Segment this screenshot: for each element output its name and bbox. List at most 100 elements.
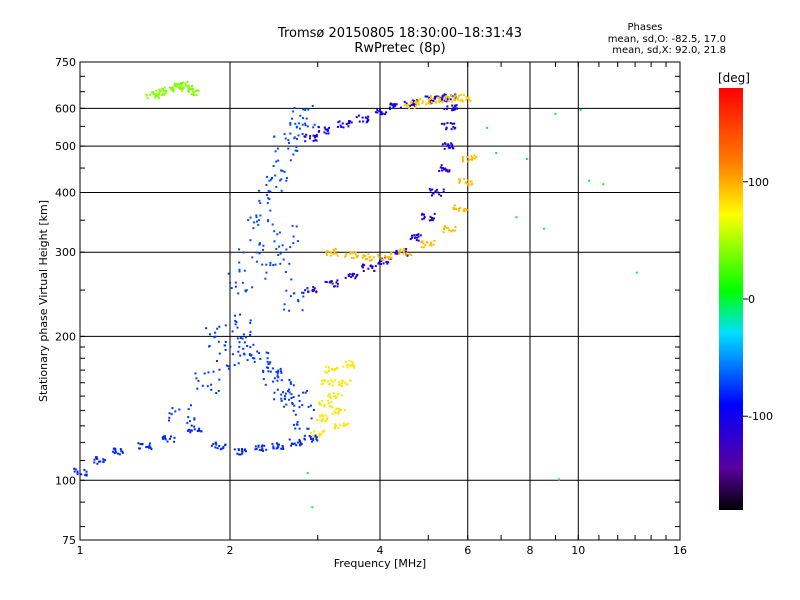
scatter-point bbox=[265, 351, 268, 354]
scatter-point bbox=[458, 178, 460, 181]
scatter-point bbox=[280, 178, 283, 181]
scatter-point bbox=[319, 414, 322, 417]
scatter-point bbox=[291, 442, 293, 445]
scatter-point bbox=[495, 152, 498, 154]
scatter-point bbox=[451, 122, 454, 125]
scatter-point bbox=[416, 99, 419, 101]
scatter-point bbox=[447, 226, 450, 229]
scatter-point bbox=[330, 254, 333, 257]
scatter-point bbox=[423, 213, 425, 216]
scatter-point bbox=[371, 267, 374, 269]
scatter-point bbox=[317, 130, 320, 133]
scatter-point bbox=[420, 246, 423, 249]
scatter-point bbox=[102, 460, 105, 463]
scatter-point bbox=[96, 457, 99, 460]
scatter-point bbox=[405, 248, 408, 250]
scatter-point bbox=[267, 190, 270, 192]
scatter-point bbox=[327, 399, 330, 402]
scatter-point bbox=[304, 289, 307, 292]
scatter-point bbox=[266, 357, 269, 360]
scatter-point bbox=[334, 411, 337, 414]
scatter-point bbox=[327, 394, 330, 396]
scatter-point bbox=[280, 370, 282, 373]
scatter-point bbox=[293, 292, 296, 295]
scatter-point bbox=[457, 98, 459, 101]
scatter-point bbox=[464, 181, 467, 184]
scatter-point bbox=[190, 93, 193, 96]
scatter-point bbox=[157, 97, 160, 99]
scatter-point bbox=[306, 472, 309, 475]
scatter-point bbox=[389, 253, 392, 256]
scatter-point bbox=[452, 109, 455, 111]
scatter-point bbox=[161, 87, 164, 90]
scatter-point bbox=[269, 190, 272, 193]
scatter-point bbox=[295, 423, 298, 426]
scatter-point bbox=[366, 257, 368, 260]
scatter-point bbox=[234, 319, 237, 322]
scatter-point bbox=[326, 129, 329, 132]
scatter-point bbox=[309, 404, 312, 407]
scatter-point bbox=[84, 474, 87, 477]
scatter-point bbox=[284, 137, 287, 140]
scatter-point bbox=[380, 258, 383, 261]
scatter-point bbox=[289, 123, 292, 126]
scatter-point bbox=[254, 448, 257, 451]
scatter-point bbox=[461, 100, 464, 102]
y-tick-label: 300 bbox=[55, 246, 76, 259]
scatter-point bbox=[276, 443, 279, 446]
scatter-point bbox=[543, 227, 546, 230]
scatter-point bbox=[291, 402, 294, 404]
scatter-point bbox=[445, 128, 448, 131]
scatter-point bbox=[325, 371, 328, 374]
scatter-point bbox=[388, 106, 391, 109]
scatter-point bbox=[451, 145, 454, 148]
scatter-point bbox=[262, 450, 265, 452]
scatter-point bbox=[409, 238, 412, 241]
scatter-point bbox=[243, 448, 246, 451]
scatter-point bbox=[343, 424, 346, 427]
scatter-point bbox=[277, 159, 280, 162]
scatter-point bbox=[354, 253, 357, 256]
scatter-point bbox=[255, 260, 258, 263]
scatter-point bbox=[450, 230, 453, 233]
scatter-point bbox=[238, 270, 241, 273]
scatter-point bbox=[372, 256, 375, 259]
scatter-point bbox=[258, 449, 261, 452]
scatter-point bbox=[467, 179, 470, 182]
scatter-point bbox=[421, 212, 424, 215]
scatter-point bbox=[266, 202, 269, 205]
scatter-point bbox=[346, 366, 349, 369]
scatter-point bbox=[442, 231, 445, 234]
scatter-point bbox=[255, 447, 258, 450]
scatter-point bbox=[304, 140, 307, 143]
scatter-point bbox=[265, 263, 268, 266]
scatter-point bbox=[285, 248, 288, 251]
y-tick-label: 400 bbox=[55, 186, 76, 199]
scatter-point bbox=[280, 379, 283, 382]
scatter-point bbox=[389, 108, 391, 110]
scatter-point bbox=[355, 275, 358, 278]
scatter-point bbox=[310, 432, 312, 435]
scatter-point bbox=[430, 101, 433, 104]
scatter-point bbox=[288, 141, 290, 144]
scatter-point bbox=[237, 448, 240, 451]
scatter-point bbox=[281, 445, 284, 447]
scatter-point bbox=[255, 214, 258, 217]
scatter-point bbox=[367, 253, 370, 256]
scatter-point bbox=[277, 254, 280, 256]
scatter-point bbox=[357, 114, 360, 117]
scatter-point bbox=[442, 168, 445, 171]
scatter-point bbox=[350, 276, 353, 278]
scatter-point bbox=[331, 412, 334, 415]
scatter-point bbox=[333, 395, 336, 398]
scatter-point bbox=[164, 438, 167, 441]
scatter-point bbox=[275, 370, 278, 373]
scatter-point bbox=[257, 223, 260, 226]
scatter-point bbox=[272, 165, 275, 167]
scatter-point bbox=[187, 89, 190, 92]
scatter-point bbox=[321, 399, 324, 402]
scatter-point bbox=[272, 447, 275, 450]
scatter-point bbox=[301, 123, 304, 126]
scatter-point bbox=[162, 437, 164, 440]
scatter-point bbox=[335, 281, 338, 284]
